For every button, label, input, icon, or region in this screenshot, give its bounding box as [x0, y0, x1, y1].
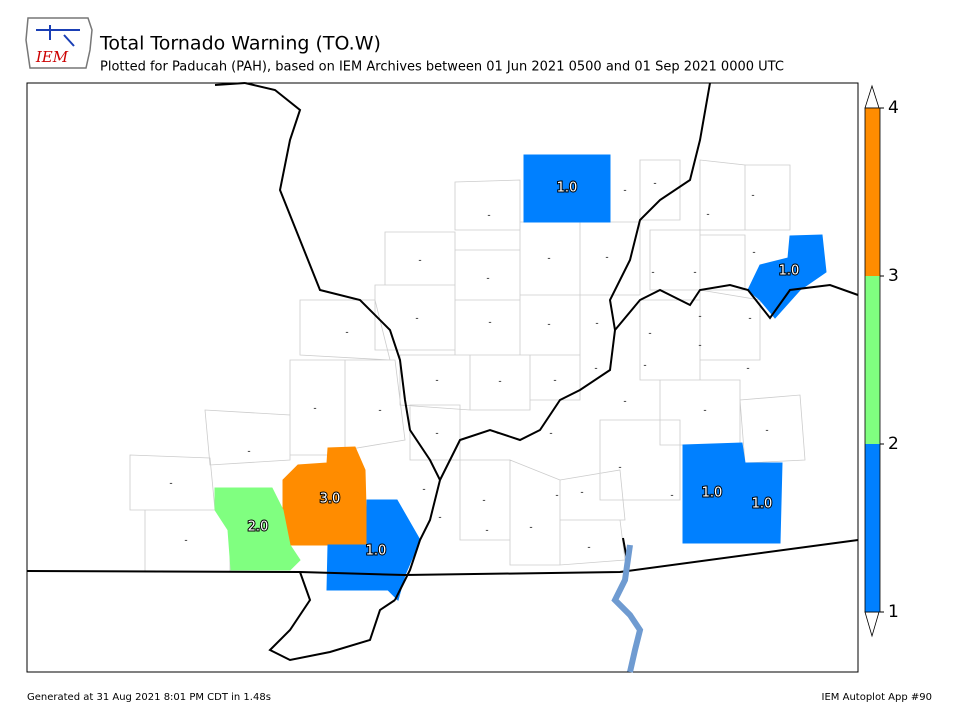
river: [611, 544, 644, 673]
county-label: -: [169, 479, 172, 489]
logo-text: IEM: [35, 48, 69, 66]
county-label: -: [751, 191, 754, 201]
county-label: -: [415, 314, 418, 324]
footer-right: IEM Autoplot App #90: [822, 692, 932, 703]
county-label: -: [547, 320, 550, 330]
county-label: -: [184, 536, 187, 546]
county-label: -: [698, 341, 701, 351]
county-label: -: [698, 312, 701, 322]
county-label: 1.0: [702, 486, 723, 501]
county-label: -: [435, 429, 438, 439]
county-label: -: [752, 248, 755, 258]
colorbar: 1 2 3 4: [864, 84, 899, 638]
colorbar-tick-label: 4: [888, 98, 899, 118]
county-label: -: [605, 253, 608, 263]
county-label: 1.0: [779, 264, 800, 279]
county-label: -: [549, 429, 552, 439]
county-label: -: [529, 523, 532, 533]
colorbar-frame: [864, 107, 881, 613]
county-label: -: [313, 404, 316, 414]
county-label: -: [648, 329, 651, 339]
county-label: -: [247, 447, 250, 457]
county-label: -: [746, 364, 749, 374]
county-label: -: [651, 268, 654, 278]
county-label: -: [438, 513, 441, 523]
county-label: -: [693, 268, 696, 278]
county-label: -: [618, 463, 621, 473]
county-label: -: [703, 406, 706, 416]
footer-left: Generated at 31 Aug 2021 8:01 PM CDT in …: [27, 692, 271, 703]
county-label: -: [643, 361, 646, 371]
county: [523, 154, 611, 223]
counties: 1.0 1.0 3.0 2.0 1.0 1.0 1.0 - - - - - - - - - - - - - - - - - - -…: [169, 154, 827, 601]
county-label: -: [488, 318, 491, 328]
county-label: 1.0: [752, 497, 773, 512]
county-label: -: [555, 491, 558, 501]
county-label: -: [594, 364, 597, 374]
state-lines: [26, 82, 859, 662]
county: [739, 462, 783, 544]
county-label: 2.0: [248, 520, 269, 535]
county-label: -: [653, 179, 656, 189]
colorbar-tick-label: 2: [888, 434, 899, 454]
county-label: 3.0: [320, 492, 341, 507]
county: [747, 234, 827, 319]
county-label: -: [765, 426, 768, 436]
county-label: 1.0: [557, 181, 578, 196]
county-label: -: [485, 526, 488, 536]
county-label: -: [623, 397, 626, 407]
county-label: -: [378, 406, 381, 416]
logo: IEM: [25, 17, 93, 69]
county-label: -: [670, 491, 673, 501]
county-label: -: [345, 328, 348, 338]
county-label: -: [748, 314, 751, 324]
county-label: -: [595, 319, 598, 329]
county-label: -: [418, 256, 421, 266]
county-label: 1.0: [366, 544, 387, 559]
county-label: -: [706, 210, 709, 220]
county-label: -: [547, 254, 550, 264]
county-label: -: [482, 496, 485, 506]
county-label: -: [580, 488, 583, 498]
colorbar-segment: [865, 108, 880, 276]
county-label: -: [435, 376, 438, 386]
county-label: -: [487, 211, 490, 221]
title: Total Tornado Warning (TO.W): [99, 33, 381, 55]
subtitle: Plotted for Paducah (PAH), based on IEM …: [100, 60, 784, 75]
county-label: -: [498, 377, 501, 387]
county-label: -: [486, 274, 489, 284]
county-label: -: [553, 376, 556, 386]
map-frame: [26, 82, 859, 673]
county-label: -: [587, 543, 590, 553]
colorbar-segment: [865, 444, 880, 612]
county-label: -: [623, 186, 626, 196]
county: [214, 487, 301, 571]
colorbar-tick-label: 1: [888, 602, 899, 622]
county-label: -: [422, 485, 425, 495]
colorbar-segment: [865, 276, 880, 444]
colorbar-tick-label: 3: [888, 266, 899, 286]
map: 1.0 1.0 3.0 2.0 1.0 1.0 1.0 - - - - - - - - - - - - - - - - - - -…: [26, 82, 859, 673]
